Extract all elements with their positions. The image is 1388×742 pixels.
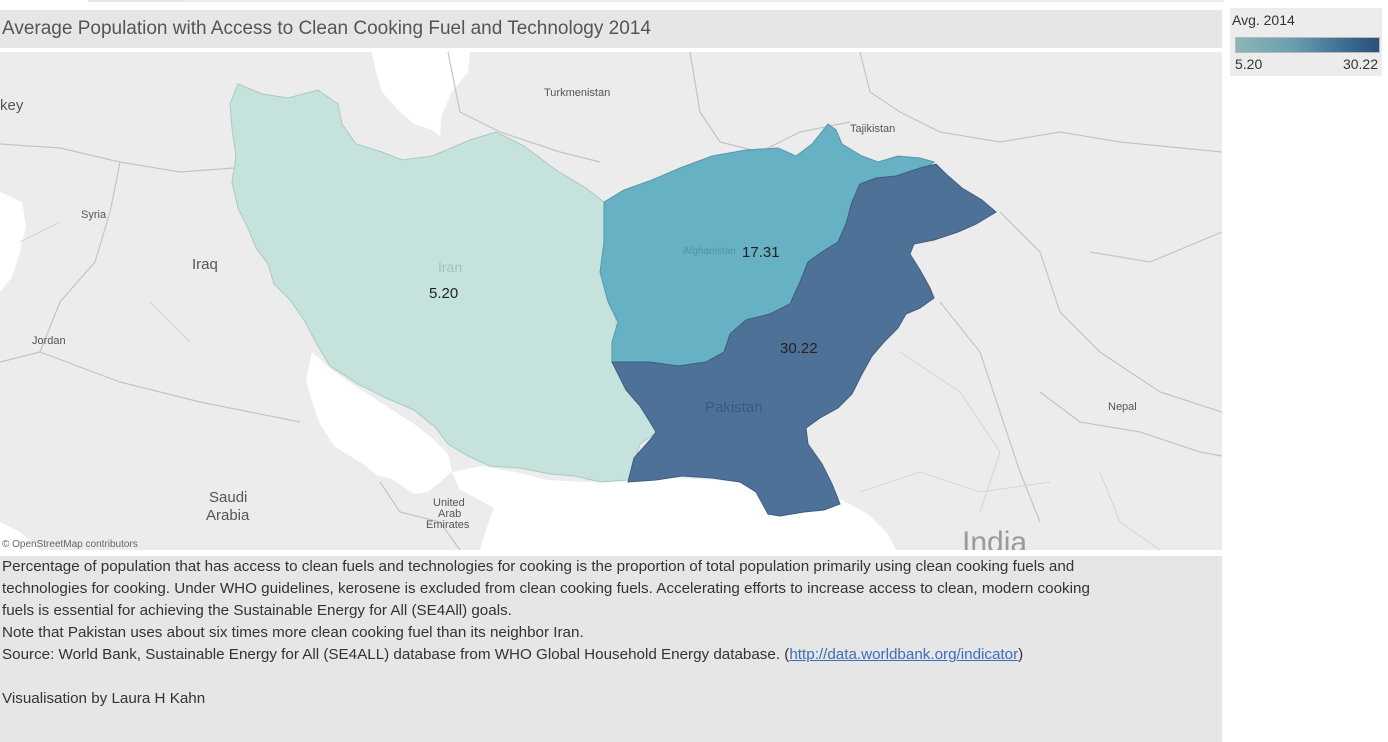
border-uae: [379, 481, 461, 550]
label-saudi-line2: Arabia: [206, 507, 250, 524]
value-label-iran: 5.20: [429, 285, 458, 302]
title-bar: Average Population with Access to Clean …: [0, 10, 1222, 48]
map-canvas[interactable]: key Turkmenistan Tajikistan Syria Iraq J…: [0, 52, 1222, 550]
country-borders: [0, 52, 1222, 550]
red-sea: [0, 522, 40, 550]
label-iran: Iran: [438, 259, 462, 275]
basemap-labels: key Turkmenistan Tajikistan Syria Iraq J…: [0, 87, 1137, 550]
mediterranean-sea: [0, 192, 26, 292]
label-iraq: Iraq: [192, 256, 218, 273]
border-china-india: [999, 211, 1222, 413]
spacer: [0, 666, 1222, 688]
region-line: [899, 351, 1001, 513]
border-nepal: [1039, 391, 1222, 457]
legend-color-ramp: [1235, 37, 1380, 53]
label-syria: Syria: [81, 209, 107, 221]
color-legend[interactable]: Avg. 2014 5.20 30.22: [1230, 8, 1382, 76]
legend-min-label: 5.20: [1235, 56, 1263, 72]
arabian-sea: [452, 466, 896, 550]
value-labels: 5.20 17.31 30.22: [429, 244, 818, 357]
top-divider: [184, 0, 1224, 2]
label-india: India: [962, 526, 1027, 550]
value-label-pakistan: 30.22: [780, 340, 818, 357]
label-tajikistan: Tajikistan: [850, 123, 895, 135]
region-line: [1099, 471, 1161, 550]
tab-indicator: [88, 0, 184, 2]
label-uae-line1: United: [433, 497, 465, 509]
description-line-2: technologies for cooking. Under WHO guid…: [2, 580, 1090, 597]
source-prefix: Source: World Bank, Sustainable Energy f…: [2, 646, 790, 663]
legend-max-label: 30.22: [1342, 56, 1378, 72]
label-uae-line3: Emirates: [426, 519, 470, 531]
border-syria-iraq: [39, 161, 121, 353]
value-label-afghanistan: 17.31: [742, 244, 780, 261]
label-jordan: Jordan: [32, 335, 66, 347]
border-kyrgyz-china: [859, 52, 1222, 153]
source-link[interactable]: http://data.worldbank.org/indicator: [789, 646, 1019, 663]
border-china-east: [1089, 231, 1222, 263]
description-line-1: Percentage of population that has access…: [2, 558, 1075, 575]
legend-title: Avg. 2014: [1232, 12, 1295, 28]
region-line: [19, 221, 61, 243]
source-suffix: ): [1018, 646, 1024, 663]
label-turkey: key: [0, 97, 24, 114]
country-pakistan[interactable]: [611, 163, 997, 517]
credit-text: Visualisation by Laura H Kahn: [2, 690, 206, 707]
description-panel: Percentage of population that has access…: [0, 556, 1222, 742]
page-title: Average Population with Access to Clean …: [2, 18, 651, 39]
border-uzbekistan: [689, 52, 851, 153]
country-name-labels: Iran Afghanistan Pakistan: [438, 246, 763, 416]
label-afghanistan: Afghanistan: [683, 246, 736, 257]
label-uae-line2: Arab: [438, 508, 461, 520]
description-line-3: fuels is essential for achieving the Sus…: [2, 602, 512, 619]
label-pakistan: Pakistan: [705, 399, 763, 416]
label-nepal: Nepal: [1108, 401, 1137, 413]
border-india-states: [939, 301, 1041, 523]
top-strip: [0, 0, 1388, 8]
map-attribution: © OpenStreetMap contributors: [2, 539, 138, 550]
region-lines: [19, 221, 1161, 550]
label-turkmenistan: Turkmenistan: [544, 87, 610, 99]
border-iraq-saudi: [39, 351, 301, 423]
region-line: [859, 471, 1051, 493]
border-jordan: [0, 351, 41, 363]
label-saudi-line1: Saudi: [209, 489, 247, 506]
region-line: [149, 301, 191, 343]
map-view[interactable]: key Turkmenistan Tajikistan Syria Iraq J…: [0, 52, 1222, 550]
border-turkmenistan: [447, 52, 601, 163]
country-iran[interactable]: [229, 83, 661, 483]
description-note: Note that Pakistan uses about six times …: [2, 624, 584, 641]
persian-gulf: [306, 352, 452, 494]
caspian-sea: [372, 52, 470, 136]
description-source: Source: World Bank, Sustainable Energy f…: [0, 644, 1222, 666]
